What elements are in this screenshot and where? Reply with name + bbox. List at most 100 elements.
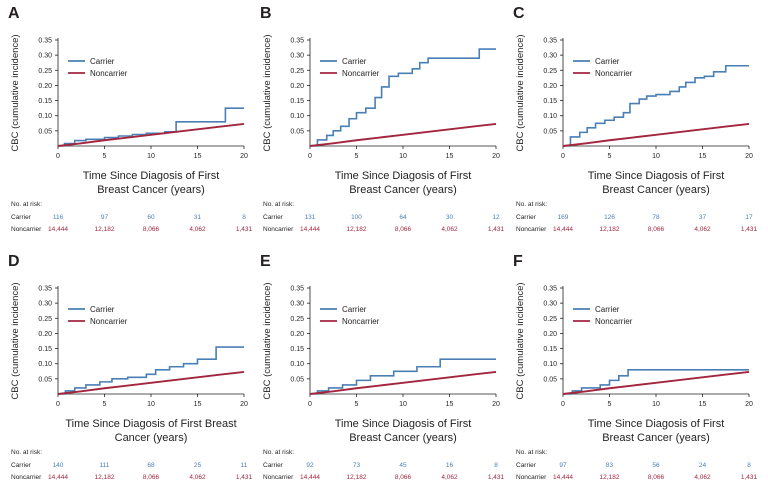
y-tick-label: 0.15 [290,346,304,353]
y-tick-label: 0.15 [38,346,52,353]
y-axis-label: CBC (cumulative incidence) [515,34,526,151]
y-tick-label: 0.15 [543,98,557,105]
at-risk-carrier-count: 64 [399,214,407,221]
x-tick-label: 0 [308,401,312,408]
at-risk-carrier-label: Carrier [516,462,537,469]
y-tick-label: 0.30 [543,301,557,308]
panel-f: F 0.05 0.10 0.15 0.20 0.25 0.30 0.35 0 5 10 15 20 CBC… [513,253,758,481]
at-risk-carrier-count: 12 [492,214,500,221]
x-axis-label-line: Time Since Diagosis of First Breast [65,418,236,430]
at-risk-carrier-count: 24 [699,462,707,469]
y-tick-label: 0.20 [543,331,557,338]
y-tick-label: 0.25 [543,316,557,323]
x-tick-label: 15 [446,401,454,408]
at-risk-carrier-count: 11 [241,462,248,469]
at-risk-carrier-count: 17 [745,214,753,221]
at-risk-noncarrier-count: 8,066 [395,226,412,233]
y-axis-label: CBC (cumulative incidence) [10,34,21,151]
at-risk-noncarrier-count: 14,444 [48,226,68,233]
x-axis-label-line: Breast Cancer (years) [349,432,457,444]
x-axis-label-line: Time Since Diagosis of First [588,170,725,182]
at-risk-noncarrier-count: 8,066 [143,474,160,481]
x-tick-label: 10 [399,153,407,160]
panel-letter: B [260,5,272,22]
x-tick-label: 10 [652,401,660,408]
y-tick-label: 0.10 [38,113,52,120]
at-risk-carrier-count: 97 [101,214,109,221]
x-tick-label: 0 [561,153,565,160]
at-risk-noncarrier-count: 1,431 [488,226,505,233]
x-tick-label: 5 [608,401,612,408]
at-risk-noncarrier-count: 4,062 [694,226,711,233]
at-risk-carrier-count: 25 [194,462,202,469]
panel-letter: E [260,253,271,270]
at-risk-carrier-count: 126 [604,214,615,221]
at-risk-noncarrier-label: Noncarrier [516,226,547,233]
y-tick-label: 0.10 [543,361,557,368]
y-tick-label: 0.15 [290,98,304,105]
y-tick-label: 0.30 [290,301,304,308]
y-tick-label: 0.20 [290,83,304,90]
panel-c: C 0.05 0.10 0.15 0.20 0.25 0.30 0.35 0 5 10 15 20 CBC… [513,5,758,233]
at-risk-noncarrier-label: Noncarrier [516,474,547,481]
at-risk-noncarrier-count: 12,182 [600,474,620,481]
x-tick-label: 15 [699,153,707,160]
at-risk-noncarrier-count: 1,431 [236,226,253,233]
y-tick-label: 0.20 [543,83,557,90]
at-risk-noncarrier-count: 1,431 [488,474,505,481]
y-tick-label: 0.25 [290,68,304,75]
y-axis-label: CBC (cumulative incidence) [262,34,273,151]
at-risk-carrier-count: 73 [353,462,361,469]
x-tick-label: 10 [147,153,155,160]
y-tick-label: 0.05 [290,376,304,383]
legend-label-noncarrier: Noncarrier [90,317,128,326]
noncarrier-curve [562,122,750,147]
at-risk-carrier-label: Carrier [11,214,32,221]
y-tick-label: 0.25 [38,316,52,323]
x-axis-label-line: Time Since Diagosis of First [335,170,472,182]
x-tick-label: 0 [308,153,312,160]
noncarrier-curve [562,370,750,395]
legend-label-carrier: Carrier [90,305,115,314]
legend-label-noncarrier: Noncarrier [595,317,633,326]
x-tick-label: 5 [103,153,107,160]
panel-letter: C [513,5,525,22]
at-risk-carrier-count: 140 [53,462,64,469]
at-risk-carrier-count: 100 [351,214,362,221]
at-risk-title: No. at risk: [516,449,547,456]
noncarrier-curve [57,122,245,147]
x-tick-label: 5 [355,401,359,408]
carrier-curve [563,368,749,395]
carrier-curve [58,107,244,147]
at-risk-title: No. at risk: [11,449,42,456]
at-risk-carrier-count: 60 [147,214,155,221]
x-axis-label-line: Breast Cancer (years) [602,184,710,196]
x-tick-label: 20 [492,153,500,160]
carrier-curve [58,346,244,395]
at-risk-title: No. at risk: [11,201,42,208]
legend-label-carrier: Carrier [595,305,620,314]
y-tick-label: 0.30 [543,53,557,60]
x-axis-label-line: Cancer (years) [115,432,188,444]
y-tick-label: 0.10 [38,361,52,368]
legend-label-carrier: Carrier [342,57,367,66]
y-tick-label: 0.10 [543,113,557,120]
at-risk-noncarrier-count: 12,182 [95,226,115,233]
y-tick-label: 0.20 [38,331,52,338]
at-risk-noncarrier-count: 12,182 [600,226,620,233]
at-risk-carrier-count: 8 [242,214,246,221]
at-risk-noncarrier-count: 1,431 [741,226,758,233]
panel-a: A 0.05 0.10 0.15 0.20 0.25 0.30 0.35 0 5 10 15 20 CBC… [8,5,253,233]
y-tick-label: 0.20 [290,331,304,338]
x-tick-label: 10 [399,401,407,408]
at-risk-noncarrier-count: 4,062 [694,474,711,481]
panel-letter: D [8,253,20,270]
at-risk-noncarrier-count: 8,066 [395,474,412,481]
y-tick-label: 0.05 [290,128,304,135]
at-risk-title: No. at risk: [263,201,294,208]
x-tick-label: 15 [194,153,202,160]
x-tick-label: 0 [561,401,565,408]
legend-label-carrier: Carrier [342,305,367,314]
x-axis-label-line: Breast Cancer (years) [97,184,205,196]
x-tick-label: 15 [699,401,707,408]
